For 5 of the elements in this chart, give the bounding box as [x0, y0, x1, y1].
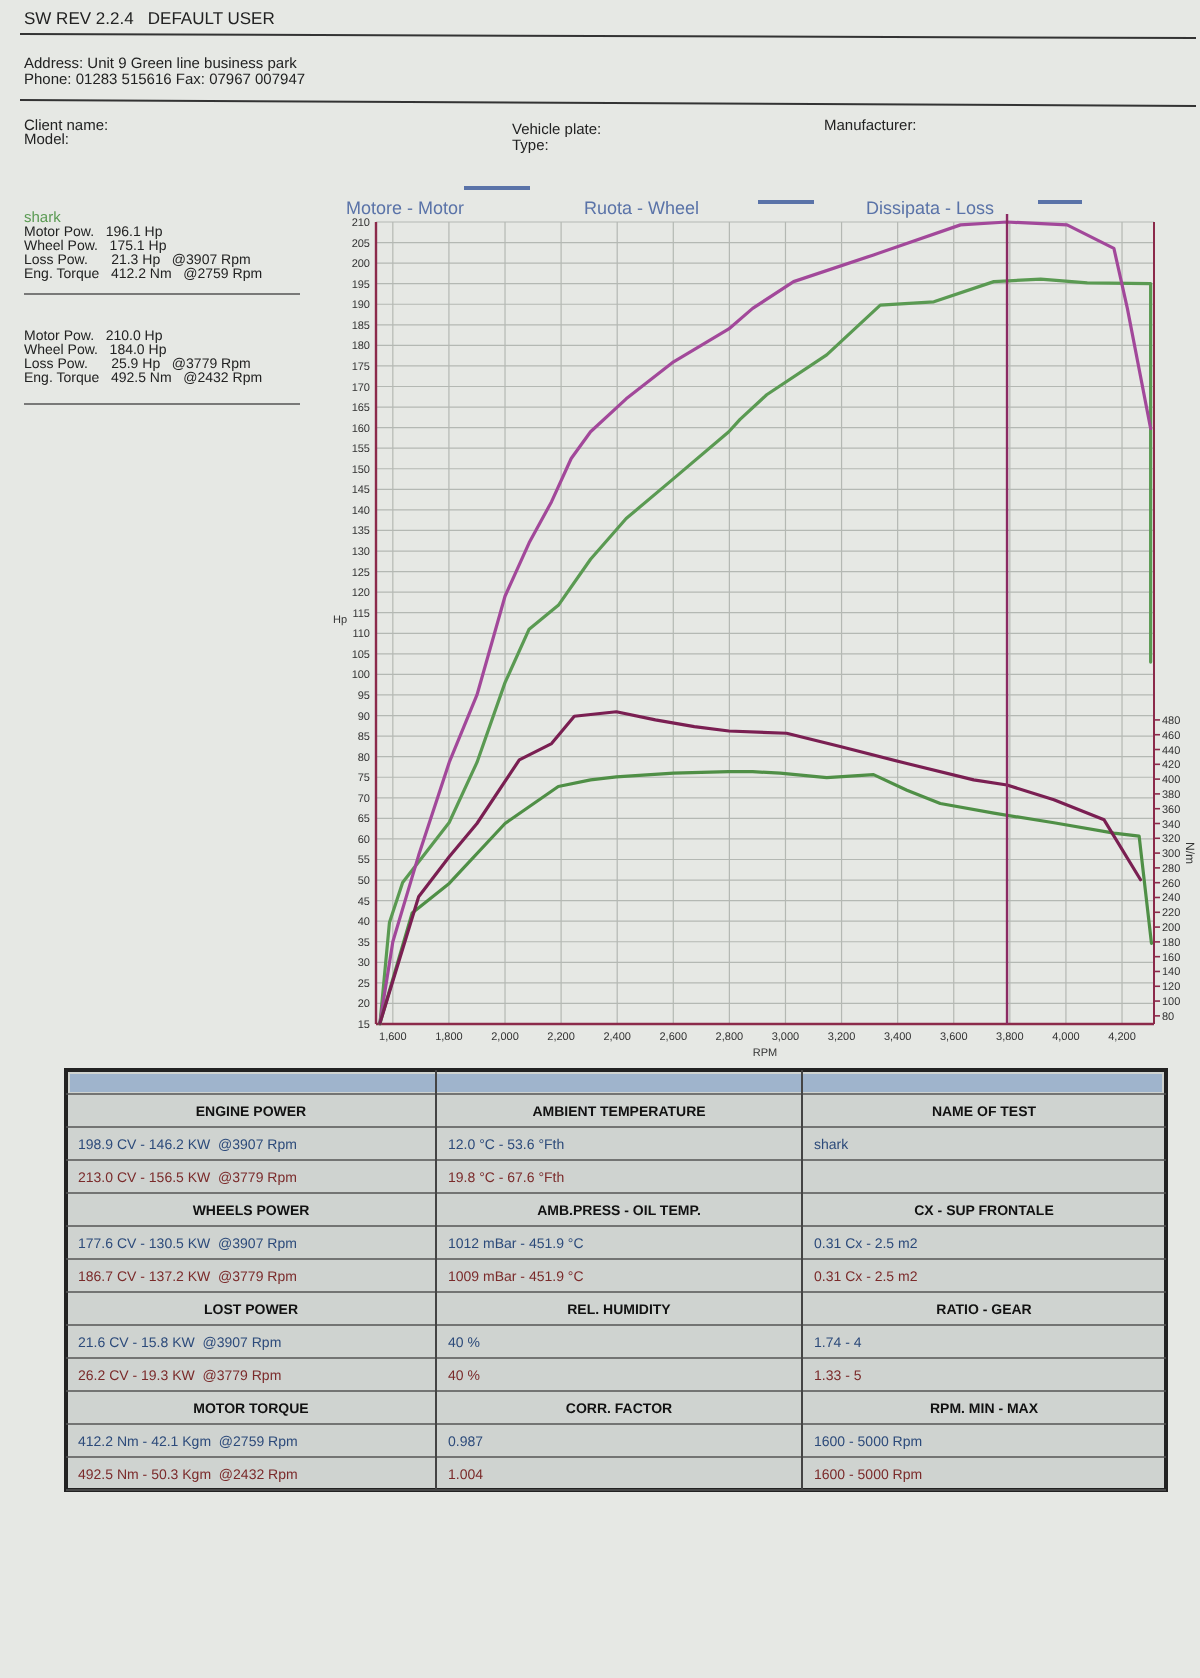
text: Ruota - Wheel	[584, 198, 700, 218]
text: SW REV 2.2.4 DEFAULT USER	[24, 8, 275, 28]
text: Motore - Motor	[346, 198, 465, 218]
line-series	[378, 710, 1143, 1025]
text: Dissipata - Loss	[866, 198, 996, 218]
